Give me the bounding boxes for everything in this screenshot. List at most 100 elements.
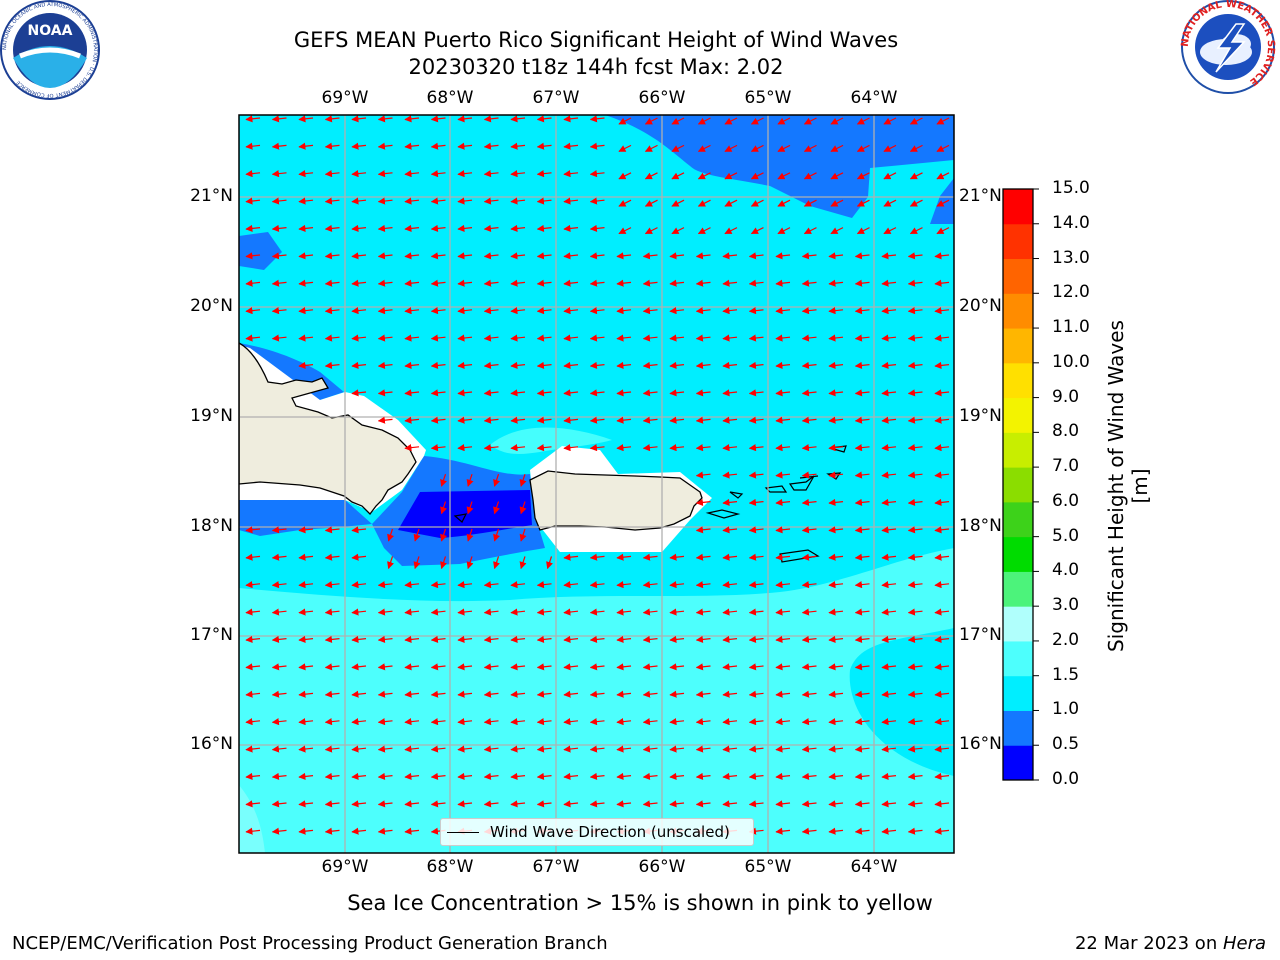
- lat-label-right: 21°N: [959, 186, 1002, 206]
- footer-date: 22 Mar 2023 on Hera: [1075, 933, 1266, 954]
- wind-arrow: [404, 718, 420, 726]
- lat-label-left: 21°N: [190, 186, 233, 206]
- wind-arrow: [271, 663, 287, 671]
- wind-arrow: [324, 581, 340, 589]
- colorbar-segment: [1003, 328, 1033, 364]
- wind-arrow: [457, 608, 473, 616]
- wind-arrow: [642, 581, 658, 589]
- wind-arrow: [669, 745, 685, 753]
- wind-arrow: [616, 800, 632, 808]
- wind-arrow: [775, 581, 791, 589]
- wind-arrow: [722, 334, 738, 342]
- wind-arrow: [775, 444, 791, 452]
- wind-arrow: [430, 416, 446, 424]
- wind-arrow: [616, 635, 632, 643]
- wind-arrow: [881, 772, 897, 780]
- wind-arrow: [536, 115, 552, 123]
- wind-arrow: [748, 553, 764, 561]
- wind-arrow: [430, 663, 446, 671]
- wind-arrow: [271, 772, 287, 780]
- wind-arrow: [510, 142, 526, 150]
- wind-arrow: [536, 690, 552, 698]
- wind-arrow: [909, 199, 923, 207]
- wind-arrow: [777, 117, 791, 125]
- wind-arrow: [748, 279, 764, 287]
- wind-arrow: [298, 170, 314, 178]
- wind-arrow: [589, 553, 605, 561]
- colorbar-tick-label: 4.0: [1052, 560, 1080, 581]
- wind-arrow: [324, 690, 340, 698]
- wind-arrow: [642, 279, 658, 287]
- wind-arrow: [854, 444, 870, 452]
- wind-arrow: [881, 444, 897, 452]
- wind-arrow: [387, 528, 394, 542]
- wind-arrow: [298, 307, 314, 315]
- wind-arrow: [324, 553, 340, 561]
- wind-arrow: [642, 663, 658, 671]
- wind-arrow: [404, 444, 420, 452]
- wind-arrow: [854, 745, 870, 753]
- map-panel: [239, 115, 954, 853]
- wind-arrow: [854, 827, 870, 835]
- wind-arrow: [298, 581, 314, 589]
- wind-arrow: [616, 581, 632, 589]
- wind-arrow: [493, 474, 500, 487]
- wind-arrow: [669, 279, 685, 287]
- colorbar-segment: [1003, 258, 1033, 294]
- wind-arrow: [510, 635, 526, 643]
- wind-arrow: [430, 635, 446, 643]
- wind-arrow: [644, 227, 658, 235]
- wind-arrow: [828, 690, 844, 698]
- wind-arrow: [324, 608, 340, 616]
- wind-arrow: [430, 608, 446, 616]
- wind-arrow: [298, 224, 314, 232]
- wind-arrow: [404, 800, 420, 808]
- wind-arrow: [324, 526, 340, 534]
- wind-arrow: [934, 252, 950, 260]
- lon-label-top: 65°W: [744, 88, 792, 108]
- wind-arrow: [881, 416, 897, 424]
- wind-arrow: [775, 526, 791, 534]
- wind-arrow: [430, 252, 446, 260]
- wind-arrow: [934, 471, 950, 479]
- wind-arrow: [695, 444, 711, 452]
- wind-arrow: [510, 361, 526, 369]
- wind-arrow: [695, 361, 711, 369]
- wind-arrow: [909, 117, 923, 125]
- wind-arrow: [854, 718, 870, 726]
- wind-arrow: [589, 718, 605, 726]
- wind-arrow: [669, 389, 685, 397]
- wind-arrow: [430, 224, 446, 232]
- wind-arrow: [801, 745, 817, 753]
- wind-arrow: [934, 498, 950, 506]
- wind-arrow: [644, 199, 658, 207]
- wind-arrow: [324, 827, 340, 835]
- wind-arrow: [934, 608, 950, 616]
- wind-arrow: [324, 142, 340, 150]
- wind-arrow: [801, 635, 817, 643]
- wind-arrow: [748, 444, 764, 452]
- wind-arrow: [828, 416, 844, 424]
- wind-arrow: [801, 526, 817, 534]
- wind-arrow: [457, 718, 473, 726]
- wind-arrow: [483, 581, 499, 589]
- wind-arrow: [907, 361, 923, 369]
- wind-arrow: [830, 117, 844, 125]
- colorbar-segment: [1003, 397, 1033, 433]
- wind-arrow: [803, 227, 817, 235]
- wind-arrow: [404, 827, 420, 835]
- sea-ice-note: Sea Ice Concentration > 15% is shown in …: [347, 891, 933, 915]
- wind-arrow: [775, 279, 791, 287]
- wind-arrow: [324, 718, 340, 726]
- wind-arrow: [669, 361, 685, 369]
- wind-arrow: [377, 334, 393, 342]
- wind-arrow: [536, 663, 552, 671]
- wind-arrow: [298, 608, 314, 616]
- wind-arrow: [377, 800, 393, 808]
- wind-arrow: [404, 224, 420, 232]
- wind-arrow: [854, 581, 870, 589]
- wind-arrow: [775, 389, 791, 397]
- wind-arrow: [245, 279, 261, 287]
- wind-arrow: [536, 252, 552, 260]
- wind-arrow: [616, 389, 632, 397]
